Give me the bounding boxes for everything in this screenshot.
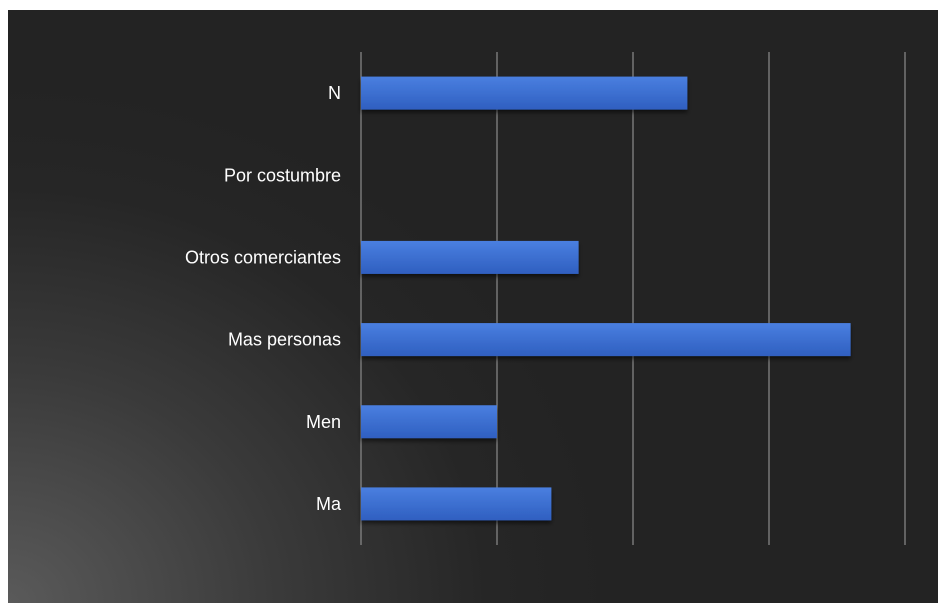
- bar: [361, 405, 497, 439]
- bar: [361, 323, 851, 357]
- bar: [361, 240, 579, 274]
- category-label: Por costumbre: [224, 165, 341, 185]
- bars: [361, 76, 851, 521]
- category-label: Men: [306, 412, 341, 432]
- category-labels: Ma Men Mas personas Otros comerciantes Por c…: [185, 83, 342, 514]
- bar-chart: Ma Men Mas personas Otros comerciantes Por c…: [185, 52, 906, 545]
- category-label: Ma: [316, 494, 342, 514]
- bar: [361, 76, 688, 110]
- bar: [361, 487, 552, 521]
- gridlines: [360, 52, 906, 545]
- category-label: Mas personas: [228, 330, 341, 350]
- chart-frame: Ma Men Mas personas Otros comerciantes Por c…: [8, 10, 938, 603]
- category-label: N: [328, 83, 341, 103]
- category-label: Otros comerciantes: [185, 247, 341, 267]
